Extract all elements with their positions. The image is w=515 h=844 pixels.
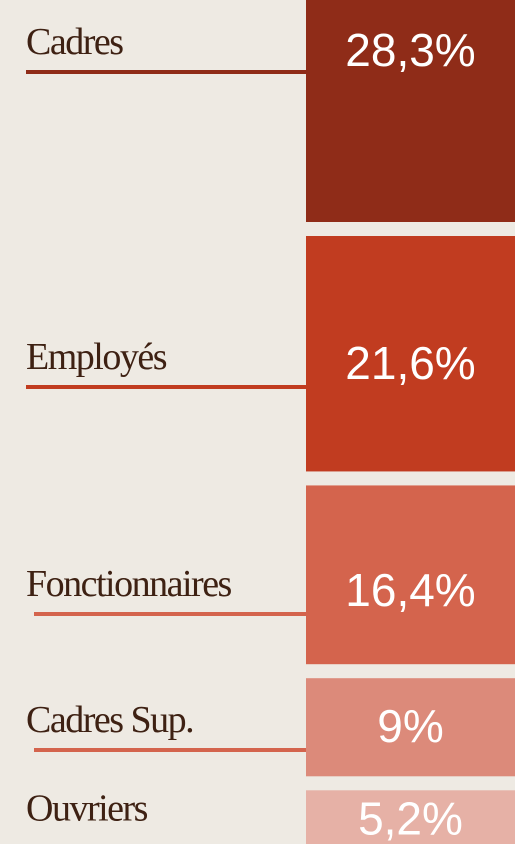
bar bbox=[306, 0, 515, 222]
bar bbox=[306, 790, 515, 844]
bar bbox=[306, 678, 515, 777]
category-label: Cadres bbox=[26, 21, 123, 63]
category-label: Cadres Sup. bbox=[26, 699, 193, 741]
category-label: Fonctionnaires bbox=[26, 563, 232, 605]
value-label: 5,2% bbox=[358, 792, 463, 844]
bar bbox=[306, 236, 515, 472]
value-label: 16,4% bbox=[345, 564, 475, 616]
category-label: Employés bbox=[26, 336, 167, 378]
value-label: 21,6% bbox=[345, 337, 475, 389]
bar bbox=[306, 485, 515, 665]
category-label: Ouvriers bbox=[26, 787, 148, 829]
value-label: 28,3% bbox=[345, 24, 475, 76]
value-label: 9% bbox=[377, 700, 443, 752]
